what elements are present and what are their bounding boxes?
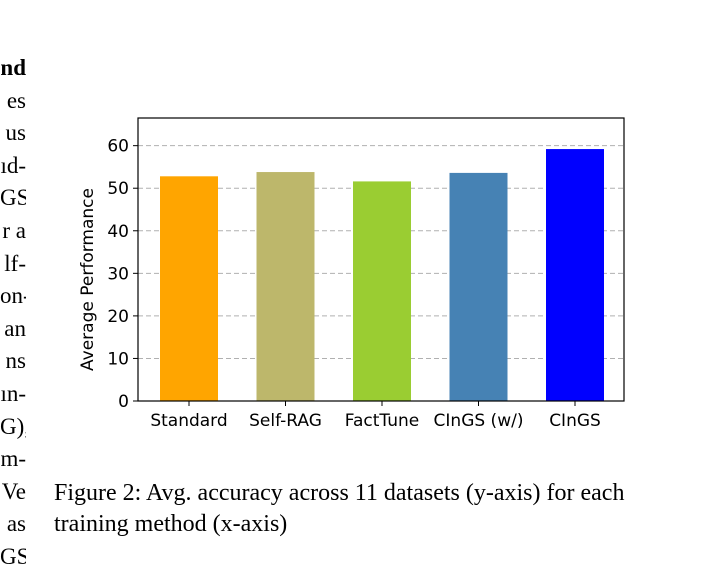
x-tick-label: CInGS (w/) — [434, 411, 524, 431]
bar-self-rag — [256, 172, 315, 401]
y-axis-label: Average Performance — [78, 188, 98, 371]
body-text-line: GS — [0, 185, 26, 211]
x-tick-label: Self-RAG — [249, 411, 322, 431]
body-text-line: nd — [0, 55, 26, 80]
body-text-line: ın- — [0, 380, 26, 406]
bar-standard — [160, 176, 218, 401]
bar-facttune — [353, 181, 411, 401]
bar-cings-w — [449, 172, 508, 401]
plot-frame — [137, 117, 625, 402]
y-tick-label: 60 — [107, 137, 129, 157]
figure-caption: Figure 2: Avg. accuracy across 11 datase… — [54, 480, 625, 537]
body-text-line: ns — [5, 348, 26, 374]
body-text-line: on- — [0, 283, 26, 309]
bar-chart: 0 10 20 30 40 50 60 Standard Self-RAG FactTune CI… — [78, 117, 625, 431]
y-ticks: 0 10 20 30 40 50 60 — [107, 137, 138, 412]
body-text-line: Ve — [1, 478, 26, 504]
x-tick-label: Standard — [150, 411, 227, 431]
x-ticks: Standard Self-RAG FactTune CInGS (w/) CInGS — [150, 401, 601, 431]
body-text-line: G), — [0, 413, 26, 439]
body-text-line: lf- — [4, 250, 26, 276]
body-text-line: an — [4, 315, 26, 341]
x-tick-label: FactTune — [345, 411, 419, 431]
body-text-line: GS — [0, 543, 26, 569]
y-tick-label: 10 — [107, 349, 129, 369]
y-tick-label: 0 — [118, 392, 129, 412]
y-tick-label: 50 — [107, 179, 129, 199]
y-tick-label: 20 — [107, 307, 129, 327]
y-tick-label: 40 — [107, 222, 129, 242]
body-text-line: r a — [2, 217, 26, 243]
body-text-line: ıd- — [0, 152, 26, 178]
body-text-line: es — [6, 87, 26, 113]
body-text-line: m- — [0, 446, 26, 472]
x-tick-label: CInGS — [549, 411, 601, 431]
body-text-line: us — [5, 120, 26, 146]
body-text-line: as — [6, 511, 26, 537]
bars — [160, 149, 604, 401]
body-text-column: nd es us ıd- GS r a lf-on-an ns ın- G), m- Ve as GS — [0, 52, 26, 574]
bar-cings — [546, 149, 604, 401]
y-tick-label: 30 — [107, 264, 129, 284]
